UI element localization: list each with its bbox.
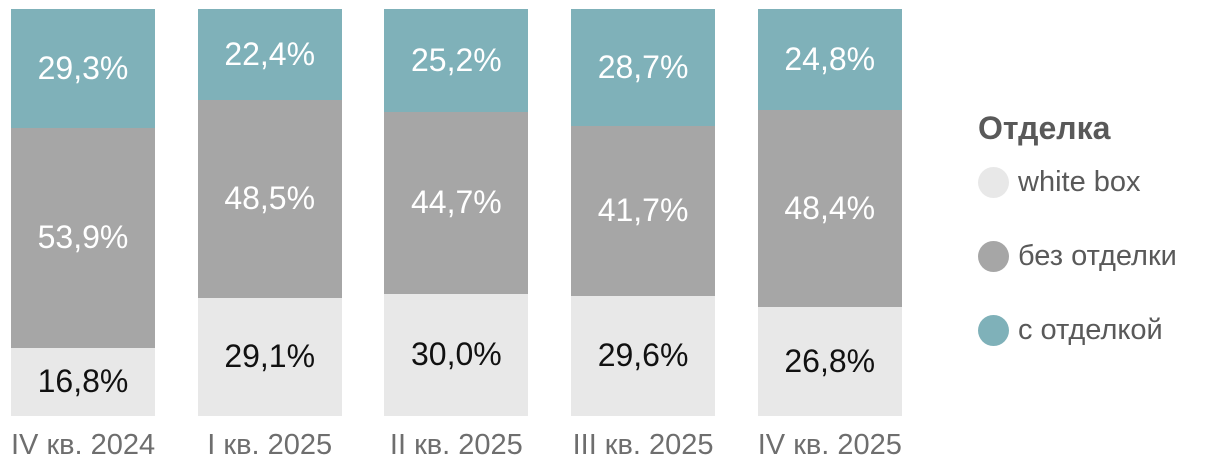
stacked-bar: 30,0% 44,7% 25,2% [384, 9, 529, 416]
bar-group: 29,6% 41,7% 28,7% III кв. 2025 [571, 9, 716, 462]
bar-segment-без-отделки: 48,5% [197, 100, 342, 298]
data-label: 53,9% [37, 219, 129, 256]
data-label: 16,8% [37, 363, 129, 400]
data-label: 44,7% [411, 184, 502, 221]
bar-group: 29,1% 48,5% 22,4% I кв. 2025 [197, 9, 342, 462]
data-label: 48,4% [784, 189, 876, 226]
bar-group: 16,8% 53,9% 29,3% IV кв. 2024 [11, 9, 155, 462]
data-label: 24,8% [784, 40, 876, 77]
legend-item-label: white box [1018, 166, 1141, 198]
data-label: 25,2% [411, 42, 502, 79]
stacked-bar: 16,8% 53,9% 29,3% [11, 9, 155, 416]
data-label: 29,6% [597, 337, 689, 374]
legend-swatch-icon [978, 315, 1009, 346]
legend-swatch-icon [978, 241, 1009, 272]
bar-segment-white-box: 29,6% [571, 295, 716, 416]
bar-segment-white-box: 29,1% [197, 297, 342, 416]
bar-segment-white-box: 26,8% [757, 306, 902, 416]
data-label: 41,7% [597, 192, 689, 229]
legend: Отделка white box без отделки с отделкой [978, 110, 1177, 347]
legend-items: white box без отделки с отделкой [978, 166, 1177, 347]
plot-area: 16,8% 53,9% 29,3% IV кв. 2024 29,1% 48,5% 22,4… [11, 9, 902, 462]
bar-segment-с-отделкой: 25,2% [384, 9, 529, 112]
data-label: 26,8% [784, 342, 876, 379]
data-label: 22,4% [224, 36, 316, 73]
legend-item: white box [978, 166, 1177, 199]
bar-segment-без-отделки: 41,7% [571, 125, 716, 296]
x-axis-label: I кв. 2025 [207, 429, 333, 461]
x-axis-label: III кв. 2025 [572, 429, 714, 461]
bar-group: 30,0% 44,7% 25,2% II кв. 2025 [384, 9, 529, 462]
bar-group: 26,8% 48,4% 24,8% IV кв. 2025 [757, 9, 902, 462]
stacked-bar: 26,8% 48,4% 24,8% [757, 9, 902, 416]
x-axis-label: IV кв. 2024 [11, 429, 156, 461]
legend-item: без отделки [978, 240, 1177, 273]
data-label: 28,7% [597, 48, 689, 85]
bar-segment-без-отделки: 44,7% [384, 111, 529, 294]
bar-segment-без-отделки: 48,4% [757, 109, 902, 307]
data-label: 29,3% [37, 50, 129, 87]
bar-segment-с-отделкой: 29,3% [11, 9, 155, 129]
legend-item-label: с отделкой [1018, 314, 1163, 346]
legend-title: Отделка [978, 110, 1111, 146]
bar-segment-white-box: 16,8% [11, 347, 155, 416]
data-label: 30,0% [411, 336, 502, 373]
data-label: 29,1% [224, 338, 316, 375]
bar-segment-white-box: 30,0% [384, 293, 529, 416]
bar-segment-с-отделкой: 22,4% [197, 9, 342, 101]
bar-segment-без-отделки: 53,9% [11, 128, 155, 348]
stacked-bar: 29,6% 41,7% 28,7% [571, 9, 716, 416]
legend-item: с отделкой [978, 314, 1177, 347]
legend-swatch-icon [978, 167, 1009, 198]
legend-item-label: без отделки [1018, 240, 1177, 272]
stacked-bar: 29,1% 48,5% 22,4% [197, 9, 342, 416]
data-label: 48,5% [224, 180, 316, 217]
x-axis-label: II кв. 2025 [389, 429, 523, 461]
x-axis-label: IV кв. 2025 [757, 429, 902, 461]
bar-segment-с-отделкой: 28,7% [571, 9, 716, 126]
bar-segment-с-отделкой: 24,8% [757, 9, 902, 110]
